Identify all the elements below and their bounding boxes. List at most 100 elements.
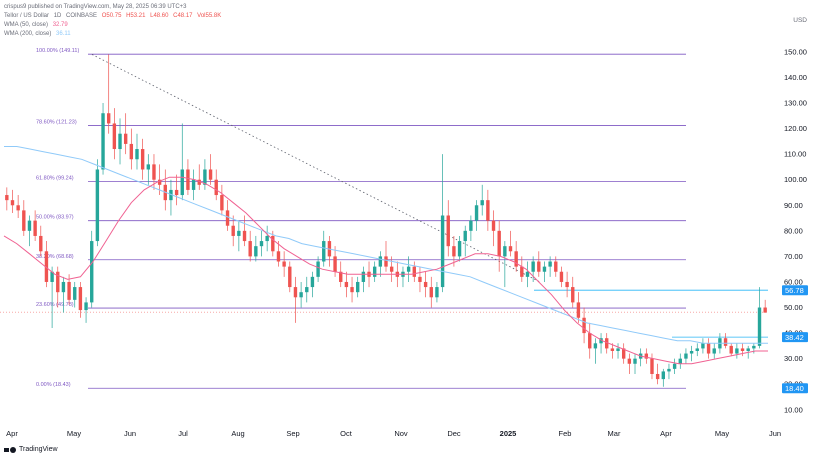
wma200-value: 36.11	[56, 31, 71, 37]
candle-body	[73, 287, 77, 300]
candle-body	[610, 348, 615, 351]
candle-body	[39, 235, 43, 252]
wma50-value: 32.79	[52, 22, 68, 28]
candle-body	[650, 358, 654, 374]
candlesticks	[5, 54, 767, 387]
candle-body	[701, 343, 705, 349]
candle-body	[729, 345, 733, 354]
symbol-name[interactable]: Tellor / US Dollar	[4, 13, 50, 19]
candle-body	[322, 241, 326, 262]
fib-level-label: 23.60% (49.78)	[36, 302, 74, 308]
time-axis[interactable]: Apr May Jun Jul Aug Sep Oct Nov Dec 2025 Feb Mar Apr…	[6, 429, 781, 438]
price-tick-label: 90.00	[784, 201, 803, 210]
candle-body	[305, 287, 309, 293]
candle-body	[265, 235, 269, 242]
price-tick-label: 110.00	[784, 150, 806, 159]
candle-body	[50, 271, 54, 282]
published-line: crispus9 published on TradingView.com, M…	[4, 4, 187, 10]
candle-body	[735, 348, 739, 354]
time-tick-label: May	[715, 429, 729, 438]
candle-body	[157, 179, 162, 185]
interval[interactable]: 1D	[53, 13, 62, 19]
candle-body	[757, 307, 762, 346]
price-tick-label: 70.00	[784, 252, 803, 261]
wma200-line	[4, 146, 768, 344]
time-tick-label: 2025	[500, 429, 517, 438]
candle-body	[254, 246, 258, 257]
wma50-line	[3, 176, 768, 365]
candle-body	[248, 241, 252, 257]
price-tick-label: 130.00	[784, 99, 807, 108]
candle-body	[531, 261, 535, 272]
candle-body	[525, 271, 530, 277]
candle-body	[214, 179, 218, 196]
price-tick-label: 100.00	[784, 175, 807, 184]
time-tick-label: May	[67, 429, 81, 438]
candle-body	[452, 246, 456, 257]
fib-level-label: 38.20% (68.68)	[36, 254, 74, 260]
ohlc-high: H53.21	[126, 13, 146, 19]
candle-body	[118, 133, 122, 150]
fib-level-label: 0.00% (18.43)	[36, 382, 71, 388]
candle-body	[22, 210, 26, 231]
candle-body	[310, 276, 315, 288]
candle-body	[752, 345, 756, 349]
candle-body	[440, 215, 445, 288]
candle-body	[565, 281, 569, 288]
candle-body	[571, 287, 575, 303]
candle-body	[689, 350, 694, 354]
candle-body	[537, 261, 541, 272]
candle-body	[5, 195, 9, 201]
price-tick-label: 50.00	[784, 303, 803, 312]
candle-body	[435, 287, 439, 298]
candle-body	[299, 292, 303, 298]
candle-body	[106, 113, 111, 124]
chart-header: crispus9 published on TradingView.com, M…	[4, 3, 224, 39]
candle-body	[56, 271, 60, 293]
candle-body	[372, 266, 377, 277]
candle-body	[582, 317, 586, 334]
candle-body	[361, 271, 366, 282]
candle-body	[10, 200, 15, 206]
candle-body	[146, 164, 151, 170]
candle-body	[520, 266, 524, 277]
candle-body	[763, 307, 767, 313]
time-tick-label: Feb	[559, 429, 572, 438]
time-tick-label: Aug	[231, 429, 244, 438]
wma50-legend[interactable]: WMA (50, close) 32.79	[4, 21, 224, 30]
candle-body	[469, 220, 473, 231]
descending-trendline	[91, 54, 541, 283]
time-tick-label: Dec	[447, 429, 461, 438]
candle-body	[186, 169, 190, 190]
candle-body	[627, 358, 632, 364]
candle-body	[480, 200, 484, 206]
candle-body	[84, 302, 88, 311]
ohlc-open: O50.75	[101, 13, 122, 19]
candle-body	[384, 256, 388, 267]
candle-body	[220, 195, 224, 211]
price-label-text: 56.78	[785, 286, 804, 295]
candle-body	[78, 287, 83, 311]
price-tick-label: 60.00	[784, 277, 803, 286]
fib-level-label: 100.00% (149.11)	[36, 48, 79, 54]
candle-body	[169, 189, 173, 201]
candle-body	[474, 205, 479, 221]
price-axis[interactable]: 150.00 140.00 130.00 120.00 110.00 100.00 90.0…	[782, 47, 808, 414]
candle-body	[16, 205, 20, 211]
candle-body	[605, 338, 609, 349]
fibonacci-retracement[interactable]: 100.00% (149.11) 78.60% (121.23) 61.80% (9…	[36, 48, 686, 389]
candle-body	[667, 368, 671, 372]
candle-body	[333, 256, 337, 272]
wma200-legend[interactable]: WMA (200, close) 36.11	[4, 30, 224, 39]
price-label-box	[782, 285, 808, 296]
price-tick-label: 10.00	[784, 405, 803, 414]
candle-body	[339, 271, 343, 282]
candle-body	[457, 241, 462, 257]
ohlc-close: C48.17	[173, 13, 193, 19]
candle-body	[491, 220, 496, 231]
candle-body	[621, 348, 626, 359]
candle-body	[101, 113, 105, 170]
price-label-text: 38.42	[785, 333, 804, 342]
candle-body	[152, 164, 156, 180]
